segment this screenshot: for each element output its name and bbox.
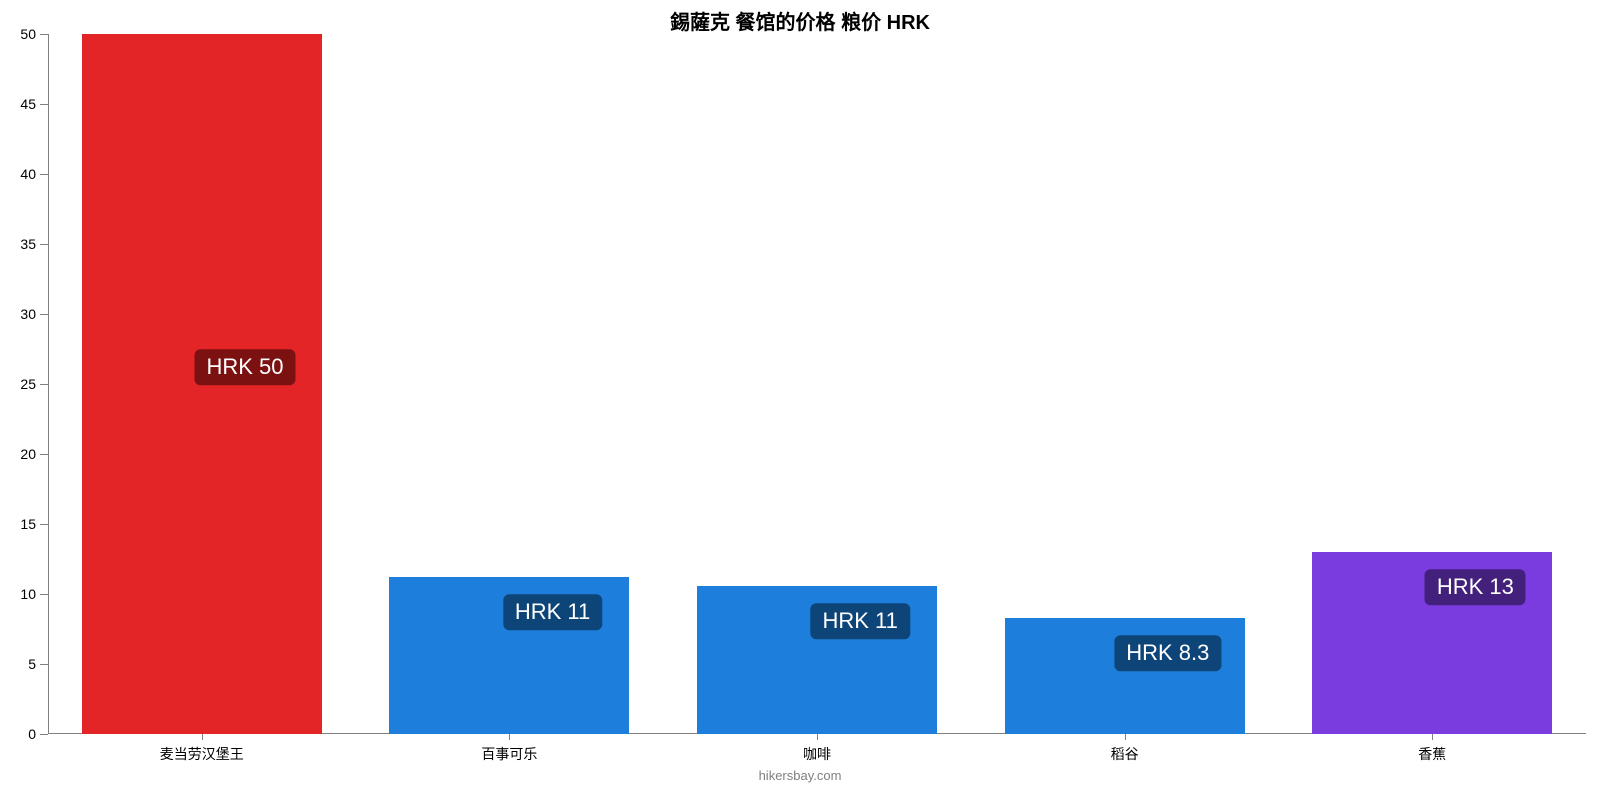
value-badge: HRK 8.3 xyxy=(1114,635,1221,671)
y-tick-label: 15 xyxy=(20,516,36,532)
y-tick xyxy=(40,104,48,105)
chart-title: 錫薩克 餐馆的价格 粮价 HRK xyxy=(0,6,1600,35)
y-tick xyxy=(40,174,48,175)
x-tick xyxy=(1432,734,1433,740)
x-tick xyxy=(202,734,203,740)
y-tick xyxy=(40,384,48,385)
attribution-text: hikersbay.com xyxy=(0,768,1600,783)
y-tick-label: 35 xyxy=(20,236,36,252)
value-badge: HRK 50 xyxy=(194,349,295,385)
y-tick-label: 50 xyxy=(20,26,36,42)
y-tick xyxy=(40,734,48,735)
x-tick-label: 咖啡 xyxy=(803,744,831,764)
y-tick-label: 45 xyxy=(20,96,36,112)
y-tick xyxy=(40,664,48,665)
y-tick-label: 0 xyxy=(28,726,36,742)
price-chart: 錫薩克 餐馆的价格 粮价 HRK 05101520253035404550麦当劳… xyxy=(0,0,1600,800)
y-tick xyxy=(40,34,48,35)
y-tick-label: 20 xyxy=(20,446,36,462)
x-tick-label: 香蕉 xyxy=(1418,744,1446,764)
x-tick xyxy=(1125,734,1126,740)
y-tick xyxy=(40,244,48,245)
y-tick xyxy=(40,524,48,525)
x-tick-label: 麦当劳汉堡王 xyxy=(160,744,244,764)
y-tick-label: 40 xyxy=(20,166,36,182)
y-axis xyxy=(48,34,49,734)
value-badge: HRK 13 xyxy=(1425,569,1526,605)
y-tick xyxy=(40,454,48,455)
x-tick-label: 百事可乐 xyxy=(481,744,537,764)
y-tick xyxy=(40,314,48,315)
y-tick-label: 5 xyxy=(28,656,36,672)
x-tick xyxy=(817,734,818,740)
value-badge: HRK 11 xyxy=(503,594,602,630)
y-tick-label: 25 xyxy=(20,376,36,392)
y-tick-label: 30 xyxy=(20,306,36,322)
y-tick xyxy=(40,594,48,595)
value-badge: HRK 11 xyxy=(810,603,909,639)
x-tick xyxy=(509,734,510,740)
x-tick-label: 稻谷 xyxy=(1111,744,1139,764)
plot-area: 05101520253035404550麦当劳汉堡王HRK 50百事可乐HRK … xyxy=(48,34,1586,734)
y-tick-label: 10 xyxy=(20,586,36,602)
